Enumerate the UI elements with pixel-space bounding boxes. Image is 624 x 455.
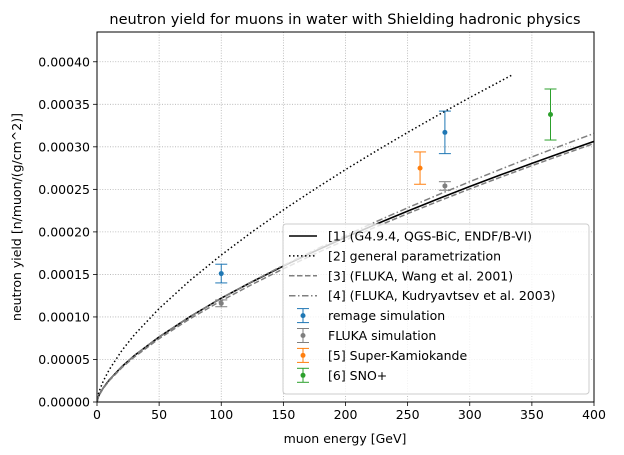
legend-label: [4] (FLUKA, Kudryavtsev et al. 2003) xyxy=(328,288,556,303)
y-tick-label: 0.00005 xyxy=(38,352,90,367)
x-axis-ticks: 0 50 100 150 200 250 300 350 400 xyxy=(93,402,606,422)
data-points xyxy=(215,88,557,308)
x-tick-label: 200 xyxy=(334,407,358,422)
y-tick-label: 0.00015 xyxy=(38,267,90,282)
series-line-3 xyxy=(97,142,594,402)
legend-label: [2] general parametrization xyxy=(328,248,501,263)
legend-box xyxy=(282,223,590,395)
x-tick-label: 350 xyxy=(520,407,544,422)
legend-label: [3] (FLUKA, Wang et al. 2001) xyxy=(328,268,513,283)
x-tick-label: 400 xyxy=(582,407,606,422)
legend-label: FLUKA simulation xyxy=(328,328,436,343)
legend-swatch xyxy=(300,372,306,378)
y-axis-ticks: 0.00000 0.00005 0.00010 0.00015 0.00020 0.000… xyxy=(38,54,97,410)
legend-swatch xyxy=(300,333,306,338)
data-point xyxy=(442,129,448,135)
legend-swatch xyxy=(300,313,306,319)
legend-label: [5] Super-Kamiokande xyxy=(328,348,467,363)
data-point xyxy=(417,165,423,171)
data-point xyxy=(218,271,224,277)
chart-title: neutron yield for muons in water with Sh… xyxy=(109,12,580,28)
y-axis-title: neutron yield [n/muon/(g/cm^2)] xyxy=(9,113,24,321)
y-tick-label: 0.00025 xyxy=(38,182,90,197)
series-line-4 xyxy=(97,132,594,402)
y-tick-label: 0.00040 xyxy=(38,54,90,69)
data-point xyxy=(218,300,224,306)
legend-label: [6] SNO+ xyxy=(328,368,387,383)
x-tick-label: 150 xyxy=(271,407,295,422)
x-tick-label: 50 xyxy=(151,407,167,422)
x-axis-title: muon energy [GeV] xyxy=(284,431,407,446)
x-tick-label: 0 xyxy=(93,407,101,422)
y-tick-label: 0.00020 xyxy=(38,224,90,239)
y-tick-label: 0.00010 xyxy=(38,309,90,324)
data-point xyxy=(548,112,554,118)
y-tick-label: 0.00035 xyxy=(38,97,90,112)
curves xyxy=(97,73,594,402)
x-tick-label: 250 xyxy=(396,407,420,422)
legend: [1] (G4.9.4, QGS-BiC, ENDF/B-VI) [2] gene… xyxy=(282,223,590,395)
legend-swatch xyxy=(300,352,306,358)
y-tick-label: 0.00000 xyxy=(38,395,90,410)
data-point xyxy=(442,183,448,189)
legend-label: [1] (G4.9.4, QGS-BiC, ENDF/B-VI) xyxy=(328,229,532,244)
x-tick-label: 100 xyxy=(209,407,233,422)
y-tick-label: 0.00030 xyxy=(38,139,90,154)
x-tick-label: 300 xyxy=(458,407,482,422)
legend-label: remage simulation xyxy=(328,308,445,323)
